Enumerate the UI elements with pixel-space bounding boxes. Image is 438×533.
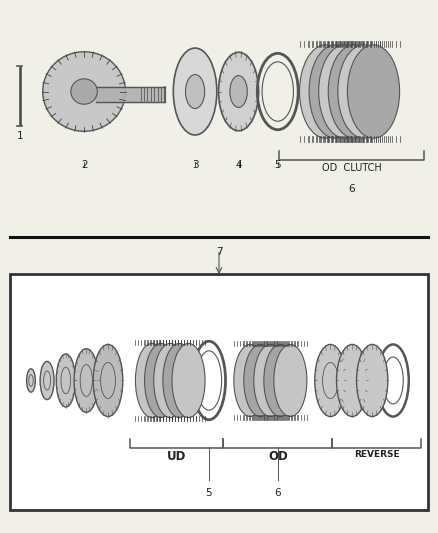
Ellipse shape xyxy=(43,52,125,131)
Ellipse shape xyxy=(234,344,267,417)
Ellipse shape xyxy=(74,349,99,413)
Text: REVERSE: REVERSE xyxy=(354,450,399,459)
Ellipse shape xyxy=(172,343,205,418)
Ellipse shape xyxy=(71,79,97,104)
Ellipse shape xyxy=(357,344,388,417)
Ellipse shape xyxy=(185,75,205,109)
Ellipse shape xyxy=(347,45,399,138)
Ellipse shape xyxy=(219,52,258,131)
Ellipse shape xyxy=(254,344,287,417)
Ellipse shape xyxy=(163,343,196,418)
Ellipse shape xyxy=(230,76,247,108)
Text: 1: 1 xyxy=(16,131,23,141)
Ellipse shape xyxy=(93,344,123,417)
Text: 5: 5 xyxy=(206,488,212,498)
Text: UD: UD xyxy=(167,450,186,463)
Text: 6: 6 xyxy=(275,488,281,498)
Text: 4: 4 xyxy=(235,160,242,171)
Ellipse shape xyxy=(27,369,35,392)
Ellipse shape xyxy=(173,48,217,135)
Ellipse shape xyxy=(315,344,346,417)
Ellipse shape xyxy=(40,361,54,400)
Ellipse shape xyxy=(154,343,187,418)
Ellipse shape xyxy=(300,45,352,138)
Text: OD  CLUTCH: OD CLUTCH xyxy=(322,163,381,173)
Text: 6: 6 xyxy=(349,184,355,195)
Ellipse shape xyxy=(319,45,371,138)
Ellipse shape xyxy=(244,344,277,417)
Text: 7: 7 xyxy=(215,247,223,257)
Ellipse shape xyxy=(274,344,307,417)
Text: 3: 3 xyxy=(192,160,198,171)
Ellipse shape xyxy=(328,45,381,138)
Ellipse shape xyxy=(336,344,368,417)
Ellipse shape xyxy=(338,45,390,138)
Text: 5: 5 xyxy=(275,160,281,171)
Ellipse shape xyxy=(264,344,297,417)
Ellipse shape xyxy=(56,354,75,407)
Text: 2: 2 xyxy=(81,160,88,171)
FancyBboxPatch shape xyxy=(10,274,428,511)
Ellipse shape xyxy=(145,343,178,418)
Ellipse shape xyxy=(309,45,361,138)
Text: OD: OD xyxy=(268,450,288,463)
Ellipse shape xyxy=(135,343,169,418)
